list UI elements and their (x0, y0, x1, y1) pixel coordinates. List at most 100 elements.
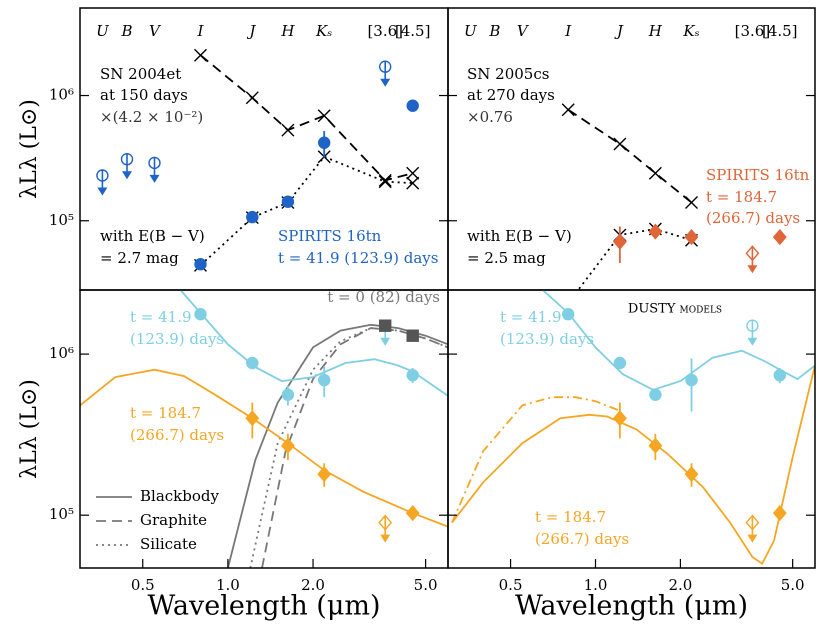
diamond-marker (317, 466, 332, 483)
x-tick-label: 5.0 (414, 576, 438, 594)
circle-marker (246, 210, 259, 224)
x-marker (317, 109, 331, 123)
band-label: [3.6] (367, 22, 403, 40)
data-point (613, 356, 627, 370)
x-tick-label: 0.5 (131, 576, 155, 594)
circle-marker (194, 308, 207, 321)
data-point (648, 437, 663, 454)
x-tick-label: 1.0 (584, 576, 608, 594)
circle-marker (194, 258, 207, 271)
data-point (685, 373, 698, 387)
band-label: H (648, 22, 663, 40)
band-label: [3.6] (735, 22, 771, 40)
diamond-marker (405, 505, 420, 522)
x-marker (378, 175, 392, 189)
plot-area (561, 103, 787, 290)
upper-limit (745, 245, 760, 274)
annotation: SN 2004et (100, 65, 181, 83)
square-marker (379, 319, 392, 332)
legend-label: Graphite (140, 511, 207, 529)
circle-marker (318, 136, 331, 149)
data-point (317, 466, 332, 483)
data-point (612, 410, 627, 427)
band-label: U (96, 22, 110, 40)
diamond-marker (745, 514, 760, 531)
circle-marker (281, 388, 295, 401)
data-point (562, 308, 575, 321)
data-point (648, 166, 662, 180)
x-marker (648, 166, 662, 180)
diamond-marker (648, 223, 663, 240)
band-label: B (488, 22, 500, 40)
data-point (406, 176, 420, 190)
model-line (227, 323, 448, 568)
limit-head (747, 265, 758, 274)
band-label: V (149, 22, 162, 40)
band-label: I (197, 22, 205, 40)
legend-label: Silicate (140, 535, 197, 553)
band-label: I (564, 22, 572, 40)
x-axis-label: Wavelength (μm) (147, 591, 380, 622)
upper-limit (378, 514, 393, 543)
panel-frame (447, 289, 816, 569)
plot-area (96, 48, 420, 272)
band-label: V (517, 22, 530, 40)
data-point (245, 410, 260, 427)
data-point (246, 210, 259, 224)
diamond-marker (280, 437, 295, 454)
circle-marker (148, 156, 161, 170)
x-marker (378, 173, 392, 187)
y-tick-label: 10⁵ (49, 211, 74, 229)
diamond-marker (648, 437, 663, 454)
legend-label: Blackbody (140, 487, 219, 505)
annotation: at 270 days (467, 86, 555, 104)
upper-limit (745, 514, 760, 543)
data-point (772, 229, 787, 246)
model-line (179, 290, 448, 397)
data-point (561, 103, 575, 117)
model-line (567, 108, 693, 204)
x-tick-label: 5.0 (781, 576, 805, 594)
data-point (648, 223, 663, 240)
circle-marker (685, 373, 698, 387)
annotation: DUSTY models (628, 302, 722, 317)
annotation: at 150 days (100, 86, 188, 104)
x-tick-label: 1.0 (216, 576, 240, 594)
band-label: [4.5] (762, 22, 798, 40)
band-label: Kₛ (682, 22, 699, 40)
x-marker (613, 137, 627, 151)
data-point (406, 166, 420, 180)
diamond-marker (378, 514, 393, 531)
data-point (772, 505, 787, 522)
model-line (261, 327, 448, 568)
upper-limit (120, 152, 134, 180)
data-point (281, 388, 295, 401)
data-point (194, 308, 207, 321)
upper-limit (148, 156, 161, 183)
plot-area (80, 290, 448, 568)
circle-marker (406, 369, 419, 382)
annotation: ×(4.2 × 10⁻²) (100, 108, 203, 126)
y-axis-label: λLλ (L⊙) (17, 99, 42, 199)
x-marker (281, 123, 295, 137)
x-marker (194, 48, 207, 62)
limit-head (747, 534, 758, 543)
circle-marker (562, 308, 575, 321)
band-label: J (246, 22, 256, 40)
upper-limit (746, 319, 759, 346)
limit-head (149, 174, 160, 183)
circle-marker (281, 195, 295, 208)
model-line (249, 327, 448, 568)
data-point (378, 173, 392, 187)
annotation: (123.9) days (500, 330, 594, 348)
data-point (378, 175, 392, 189)
diamond-marker (245, 410, 260, 427)
data-point (773, 369, 786, 382)
data-point (685, 196, 698, 209)
data-point (379, 319, 392, 332)
diamond-marker (684, 229, 699, 246)
x-tick-label: 2.0 (668, 576, 692, 594)
panel-frame (447, 7, 816, 291)
x-marker (561, 103, 575, 117)
diamond-marker (745, 245, 760, 262)
